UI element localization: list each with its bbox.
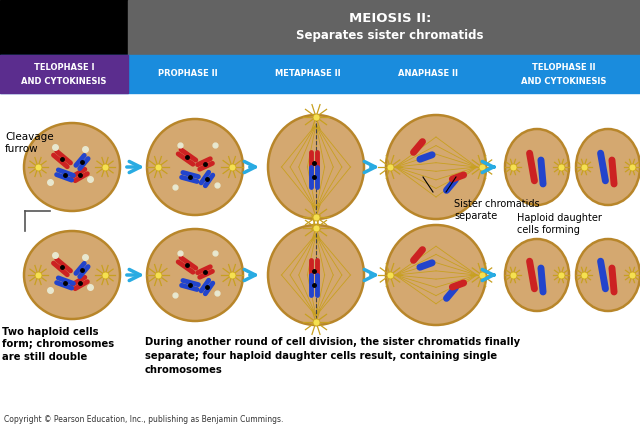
Ellipse shape bbox=[505, 239, 569, 311]
Text: Haploid daughter
cells forming: Haploid daughter cells forming bbox=[517, 213, 602, 235]
Ellipse shape bbox=[386, 115, 486, 219]
Ellipse shape bbox=[268, 115, 364, 219]
Text: TELOPHASE II: TELOPHASE II bbox=[532, 62, 596, 71]
Ellipse shape bbox=[268, 225, 364, 325]
Ellipse shape bbox=[24, 231, 120, 319]
Ellipse shape bbox=[147, 229, 243, 321]
Bar bbox=[0, 55, 640, 93]
Ellipse shape bbox=[24, 123, 120, 211]
Text: PROPHASE II: PROPHASE II bbox=[158, 70, 218, 79]
Text: Copyright © Pearson Education, Inc., publishing as Benjamin Cummings.: Copyright © Pearson Education, Inc., pub… bbox=[4, 415, 284, 424]
Ellipse shape bbox=[505, 129, 569, 205]
Text: Cleavage
furrow: Cleavage furrow bbox=[5, 132, 54, 154]
Text: METAPHASE II: METAPHASE II bbox=[275, 70, 341, 79]
Text: AND CYTOKINESIS: AND CYTOKINESIS bbox=[21, 77, 107, 86]
Text: ANAPHASE II: ANAPHASE II bbox=[398, 70, 458, 79]
Ellipse shape bbox=[576, 129, 640, 205]
Text: TELOPHASE I: TELOPHASE I bbox=[34, 62, 94, 71]
Bar bbox=[128, 0, 640, 55]
Bar bbox=[0, 0, 128, 55]
Text: MEIOSIS II:: MEIOSIS II: bbox=[349, 12, 431, 25]
Text: Two haploid cells
form; chromosomes
are still double: Two haploid cells form; chromosomes are … bbox=[2, 327, 114, 362]
Ellipse shape bbox=[386, 225, 486, 325]
Ellipse shape bbox=[147, 119, 243, 215]
Text: Sister chromatids
separate: Sister chromatids separate bbox=[454, 199, 540, 221]
Text: Separates sister chromatids: Separates sister chromatids bbox=[296, 30, 484, 43]
Ellipse shape bbox=[576, 239, 640, 311]
Text: AND CYTOKINESIS: AND CYTOKINESIS bbox=[522, 77, 607, 86]
Bar bbox=[0, 55, 128, 93]
Text: During another round of cell division, the sister chromatids finally
separate; f: During another round of cell division, t… bbox=[145, 337, 520, 375]
